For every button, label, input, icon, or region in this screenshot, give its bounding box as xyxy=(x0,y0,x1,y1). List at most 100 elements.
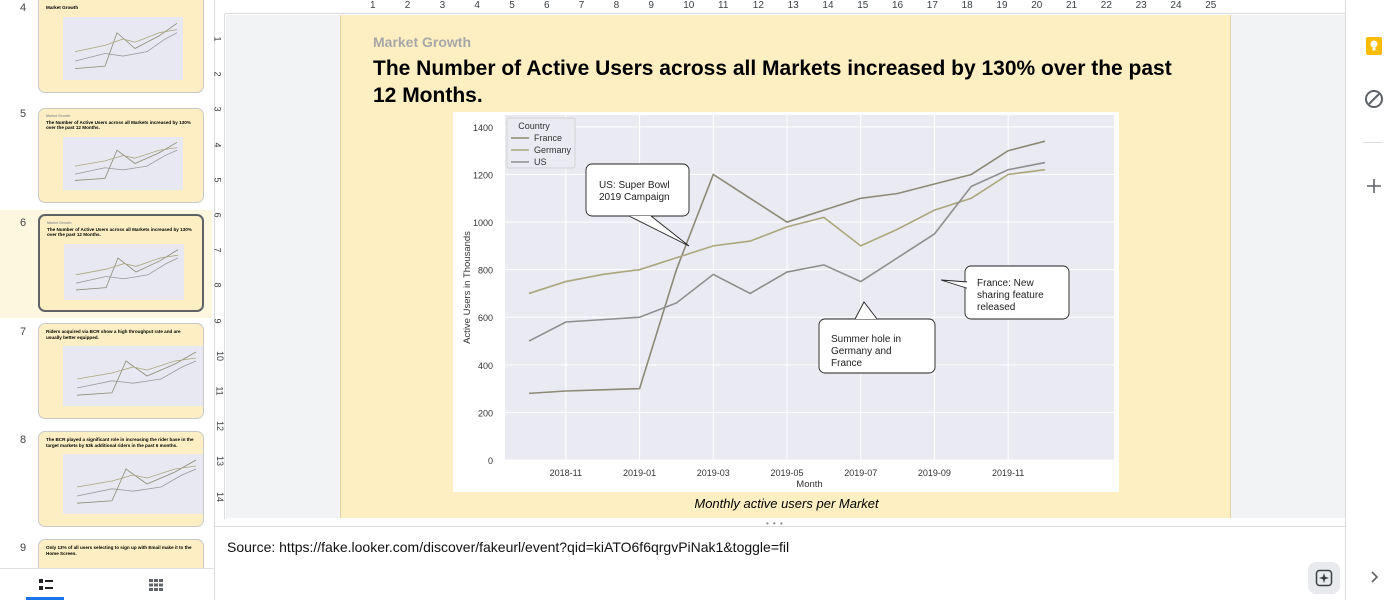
annotation-line: France: New xyxy=(977,278,1034,289)
slide-number: 7 xyxy=(20,326,27,338)
thumbnail-series-line xyxy=(74,141,178,181)
ruler-mark: 5 xyxy=(212,177,223,183)
thumbnail-subtitle: Market Growth xyxy=(46,114,71,118)
series-line-us xyxy=(528,161,1046,342)
ruler-mark: 9 xyxy=(212,318,223,324)
filmstrip-slide-5[interactable]: 5 Market Growth The Number of Active Users… xyxy=(0,100,212,205)
slide-thumbnail[interactable]: Market Growth The Number of Active Users … xyxy=(38,214,204,312)
ruler-mark: 8 xyxy=(212,282,223,288)
thumbnail-series-line xyxy=(74,29,178,53)
ruler-mark: 6 xyxy=(544,0,550,11)
ruler-mark: 18 xyxy=(961,0,973,11)
slide-thumbnail[interactable]: Market Growth xyxy=(38,0,204,93)
ruler-mark: 13 xyxy=(215,456,226,467)
tasks-icon[interactable] xyxy=(1364,89,1384,109)
ruler-mark: 21 xyxy=(1066,0,1078,11)
thumbnail-series-line xyxy=(74,32,178,62)
ruler-mark: 15 xyxy=(857,0,869,11)
slide-thumbnail[interactable]: Riders acquired via BCR show a high thro… xyxy=(38,323,204,419)
view-selected-indicator xyxy=(26,597,64,600)
filmstrip-view-icon[interactable] xyxy=(38,577,54,593)
slide-number: 8 xyxy=(20,434,27,446)
ruler-mark: 10 xyxy=(215,350,226,361)
thumbnail-chart-svg xyxy=(74,22,178,70)
annotation-text: France: New sharing feature released xyxy=(977,278,1044,313)
horizontal-ruler[interactable]: 1 2 3 4 5 6 7 8 9 10 11 12 13 14 15 16 17 18 19 20 21 22 23 24 2… xyxy=(225,0,1345,14)
annotation-line: US: Super Bowl xyxy=(599,180,670,191)
thumbnail-series-line xyxy=(76,357,197,380)
side-panel xyxy=(1345,0,1400,600)
x-tick-label: 2019-11 xyxy=(992,468,1024,478)
slide-thumbnail[interactable]: Market Growth The Number of Active Users … xyxy=(38,108,204,203)
ruler-mark: 10 xyxy=(683,0,695,11)
current-slide[interactable]: Market Growth The Number of Active Users… xyxy=(340,15,1231,518)
speaker-notes[interactable]: Source: https://fake.looker.com/discover… xyxy=(215,526,1345,600)
ruler-mark: 3 xyxy=(439,0,446,11)
thumbnail-series-line xyxy=(76,465,197,488)
thumbnail-chart xyxy=(63,17,183,80)
slide-number: 6 xyxy=(20,217,27,229)
filmstrip-slide-8[interactable]: 8 The BCR played a significant role in in… xyxy=(0,428,212,533)
y-tick-label: 1200 xyxy=(473,170,493,180)
y-tick-label: 1400 xyxy=(473,123,493,133)
thumbnail-series-line xyxy=(74,149,178,175)
annotation-line: Summer hole in xyxy=(831,334,901,345)
thumbnail-series-line xyxy=(75,249,179,291)
y-tick-label: 800 xyxy=(478,266,493,276)
thumbnail-title: Market Growth xyxy=(46,5,79,10)
slide-subtitle[interactable]: Market Growth xyxy=(373,34,472,50)
thumbnail-title: Market Growth The Number of Active Users … xyxy=(46,114,196,131)
thumbnail-subtitle: Market Growth xyxy=(47,221,72,225)
legend-entry: Germany xyxy=(534,145,572,155)
ruler-mark: 16 xyxy=(892,0,904,11)
chart-caption[interactable]: Monthly active users per Market xyxy=(694,496,879,511)
thumbnail-series-line xyxy=(76,459,197,504)
ruler-mark: 14 xyxy=(822,0,834,11)
x-tick-label: 2019-09 xyxy=(918,468,951,478)
filmstrip-slide-7[interactable]: 7 Riders acquired via BCR show a high thr… xyxy=(0,320,212,425)
ruler-mark: 12 xyxy=(752,0,764,11)
ruler-mark: 19 xyxy=(996,0,1008,11)
x-tick-label: 2019-01 xyxy=(623,468,656,478)
slide-thumbnail[interactable]: Only 13% of all users selecting to sign … xyxy=(38,539,204,568)
thumbnail-series-line xyxy=(74,147,178,167)
ruler-mark: 8 xyxy=(613,0,620,11)
ruler-mark: 4 xyxy=(474,0,480,11)
annotation-fill xyxy=(821,320,933,372)
filmstrip-slide-6[interactable]: 6 Market Growth The Number of Active Users… xyxy=(0,210,212,318)
thumbnail-chart-svg xyxy=(76,459,197,504)
annotation-line: Germany and xyxy=(831,346,892,357)
y-tick-label: 600 xyxy=(478,313,493,323)
legend-entry: France xyxy=(534,133,562,143)
filmstrip-slide-9[interactable]: 9 Only 13% of all users selecting to sign… xyxy=(0,536,212,568)
keep-icon[interactable] xyxy=(1364,36,1384,56)
slide-thumbnail[interactable]: The BCR played a significant role in inc… xyxy=(38,431,204,527)
vertical-ruler[interactable]: 1 2 3 4 5 6 7 8 9 10 11 12 13 14 xyxy=(212,14,226,519)
legend-box xyxy=(506,117,576,169)
thumbnail-title: The BCR played a significant role in inc… xyxy=(46,437,194,448)
ruler-mark: 6 xyxy=(212,212,223,218)
grid-view-icon[interactable] xyxy=(148,577,164,593)
series-line-france xyxy=(528,140,1046,395)
thumbnail-chart xyxy=(63,454,203,514)
slide-title[interactable]: The Number of Active Users across all Ma… xyxy=(373,57,1172,107)
annotation-text: Summer hole in Germany and France xyxy=(831,334,901,369)
ruler-mark: 7 xyxy=(578,0,585,11)
y-axis-label: Active Users in Thousands xyxy=(462,231,473,344)
chart-image[interactable]: 0 200 400 600 800 1000 1200 1400 2018-11 2019-01 2… xyxy=(453,112,1119,492)
speaker-notes-text[interactable]: Source: https://fake.looker.com/discover… xyxy=(227,539,790,555)
gemini-button[interactable] xyxy=(1308,562,1340,594)
x-axis-label: Month xyxy=(796,479,822,490)
y-tick-label: 0 xyxy=(488,456,493,466)
add-icon[interactable] xyxy=(1364,176,1384,196)
thumbnail-series-line xyxy=(75,254,179,276)
expand-icon[interactable] xyxy=(1364,567,1384,587)
thumbnail-title: Only 13% of all users selecting to sign … xyxy=(46,545,192,556)
legend-entry: US xyxy=(534,157,547,167)
ruler-mark: 4 xyxy=(212,142,223,148)
slide-filmstrip[interactable]: 4 Market Growth 5 Market Growth The Number o… xyxy=(0,0,215,568)
slide-number: 9 xyxy=(20,542,27,554)
ruler-mark: 20 xyxy=(1031,0,1043,11)
filmstrip-slide-4[interactable]: 4 Market Growth xyxy=(0,0,212,95)
notes-resize-handle[interactable]: • • • xyxy=(766,519,784,528)
